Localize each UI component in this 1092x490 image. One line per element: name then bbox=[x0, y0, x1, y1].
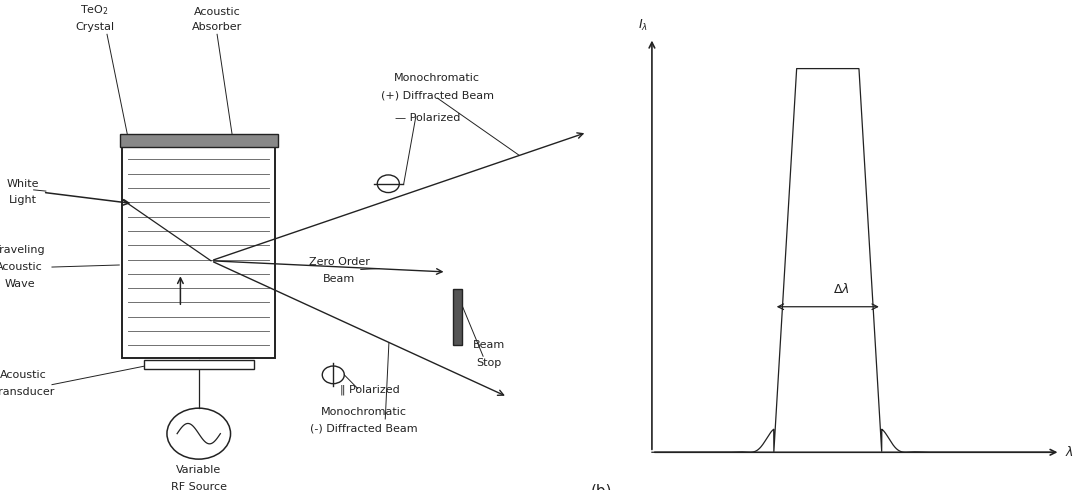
Text: (+) Diffracted Beam: (+) Diffracted Beam bbox=[381, 91, 494, 100]
Text: Variable: Variable bbox=[176, 466, 222, 475]
Text: RF Source: RF Source bbox=[170, 482, 227, 490]
Text: Wave: Wave bbox=[4, 279, 35, 289]
Text: Monochromatic: Monochromatic bbox=[321, 407, 407, 416]
Text: (b): (b) bbox=[591, 483, 613, 490]
Text: Beam: Beam bbox=[473, 341, 506, 350]
Text: Acoustic: Acoustic bbox=[0, 262, 43, 272]
Text: Crystal: Crystal bbox=[75, 22, 115, 32]
Text: $I_\lambda$: $I_\lambda$ bbox=[638, 18, 648, 33]
Text: Stop: Stop bbox=[476, 358, 502, 368]
Bar bbox=[144, 360, 253, 369]
Text: ‖ Polarized: ‖ Polarized bbox=[340, 384, 400, 395]
Text: Absorber: Absorber bbox=[192, 22, 242, 32]
Text: Zero Order: Zero Order bbox=[309, 257, 370, 267]
Text: Light: Light bbox=[9, 195, 37, 205]
Text: Traveling: Traveling bbox=[0, 245, 45, 255]
Text: Acoustic: Acoustic bbox=[193, 7, 240, 17]
Bar bbox=[122, 147, 275, 358]
Bar bbox=[120, 134, 277, 147]
Text: Beam: Beam bbox=[323, 274, 356, 284]
Text: TeO$_2$: TeO$_2$ bbox=[81, 3, 109, 17]
Text: (-) Diffracted Beam: (-) Diffracted Beam bbox=[310, 424, 417, 434]
Text: Monochromatic: Monochromatic bbox=[394, 74, 480, 83]
Bar bbox=[452, 289, 462, 345]
Text: $\Delta\lambda$: $\Delta\lambda$ bbox=[832, 282, 850, 295]
Text: Transducer: Transducer bbox=[0, 387, 54, 397]
Text: White: White bbox=[7, 179, 39, 189]
Text: Acoustic: Acoustic bbox=[0, 370, 47, 380]
Text: $\lambda$: $\lambda$ bbox=[1065, 445, 1073, 459]
Text: — Polarized: — Polarized bbox=[395, 113, 461, 122]
